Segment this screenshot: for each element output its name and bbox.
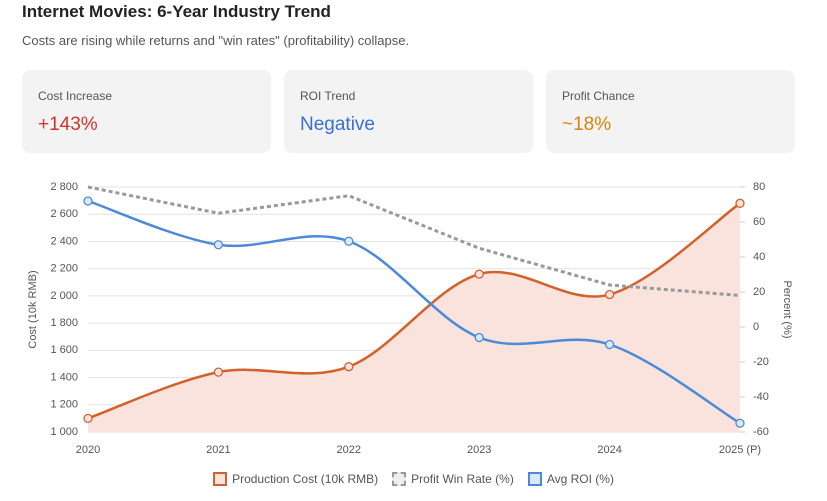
x-tick-label: 2024 xyxy=(597,444,621,456)
y-tick-label: 2 600 xyxy=(50,208,78,220)
point xyxy=(735,418,745,428)
y-tick-label: 2 400 xyxy=(50,235,78,247)
area xyxy=(88,203,740,432)
kpi-value: Negative xyxy=(300,114,375,135)
point xyxy=(83,196,93,206)
legend-swatch xyxy=(527,472,542,486)
legend-swatch xyxy=(392,472,407,486)
y-tick-label: 1 200 xyxy=(50,399,78,411)
y2-tick-label: 60 xyxy=(753,216,765,228)
y2-tick-label: -60 xyxy=(753,426,769,438)
y-axis-title: Cost (10k RMB) xyxy=(27,270,39,348)
y-tick-label: 1 000 xyxy=(50,426,78,438)
y2-tick-label: -40 xyxy=(753,391,769,403)
kpi-card: Cost Increase +143% xyxy=(22,70,271,153)
y2-axis-title: Percent (%) xyxy=(781,280,793,338)
subtitle: Costs are rising while returns and "win … xyxy=(22,33,410,48)
x-tick-label: 2023 xyxy=(467,444,491,456)
y2-tick-label: -20 xyxy=(753,356,769,368)
kpi-value: +143% xyxy=(38,114,98,135)
point xyxy=(735,198,745,208)
point xyxy=(344,236,354,246)
kpi-card: Profit Chance ~18% xyxy=(546,70,795,153)
kpi-value: ~18% xyxy=(562,114,612,135)
y2-tick-label: 80 xyxy=(753,181,765,193)
y2-tick-label: 20 xyxy=(753,286,765,298)
legend-label: Avg ROI (%) xyxy=(546,472,614,486)
y-tick-label: 1 400 xyxy=(50,371,78,383)
point xyxy=(213,240,224,250)
y-tick-label: 1 800 xyxy=(50,317,78,329)
legend-label: Production Cost (10k RMB) xyxy=(232,472,379,486)
kpi-label: Profit Chance xyxy=(562,89,635,103)
line xyxy=(87,202,741,420)
y-tick-label: 2 800 xyxy=(50,181,78,193)
point xyxy=(344,362,354,372)
line xyxy=(87,185,741,297)
legend-swatch xyxy=(213,472,228,486)
point xyxy=(474,332,484,343)
chart: 1 000 1 200 1 400 1 600 1 800 2 000 2 200 2 400… xyxy=(27,181,793,456)
x-tick-label: 2021 xyxy=(206,444,230,456)
point xyxy=(83,413,93,424)
kpi-card: ROI Trend Negative xyxy=(284,70,533,153)
y-tick-label: 2 000 xyxy=(50,290,78,302)
y2-tick-label: 40 xyxy=(753,251,765,263)
legend-item: Avg ROI (%) xyxy=(527,472,614,486)
x-tick-label: 2025 (P) xyxy=(719,444,761,456)
point xyxy=(604,339,615,350)
legend-item: Production Cost (10k RMB) xyxy=(213,472,378,486)
kpi-label: ROI Trend xyxy=(300,89,356,103)
point xyxy=(604,289,615,300)
legend-label: Profit Win Rate (%) xyxy=(411,472,514,486)
kpi-label: Cost Increase xyxy=(38,89,113,103)
point xyxy=(474,269,484,279)
x-tick-label: 2022 xyxy=(337,444,361,456)
y-tick-label: 1 600 xyxy=(50,344,78,356)
legend-item: Profit Win Rate (%) xyxy=(392,472,514,486)
title: Internet Movies: 6-Year Industry Trend xyxy=(22,2,331,21)
point xyxy=(213,367,224,377)
y-tick-label: 2 200 xyxy=(50,263,78,275)
y2-tick-label: 0 xyxy=(753,321,759,333)
legend: Production Cost (10k RMB) Profit Win Rate… xyxy=(0,472,827,486)
line xyxy=(87,199,741,425)
x-tick-label: 2020 xyxy=(76,444,100,456)
